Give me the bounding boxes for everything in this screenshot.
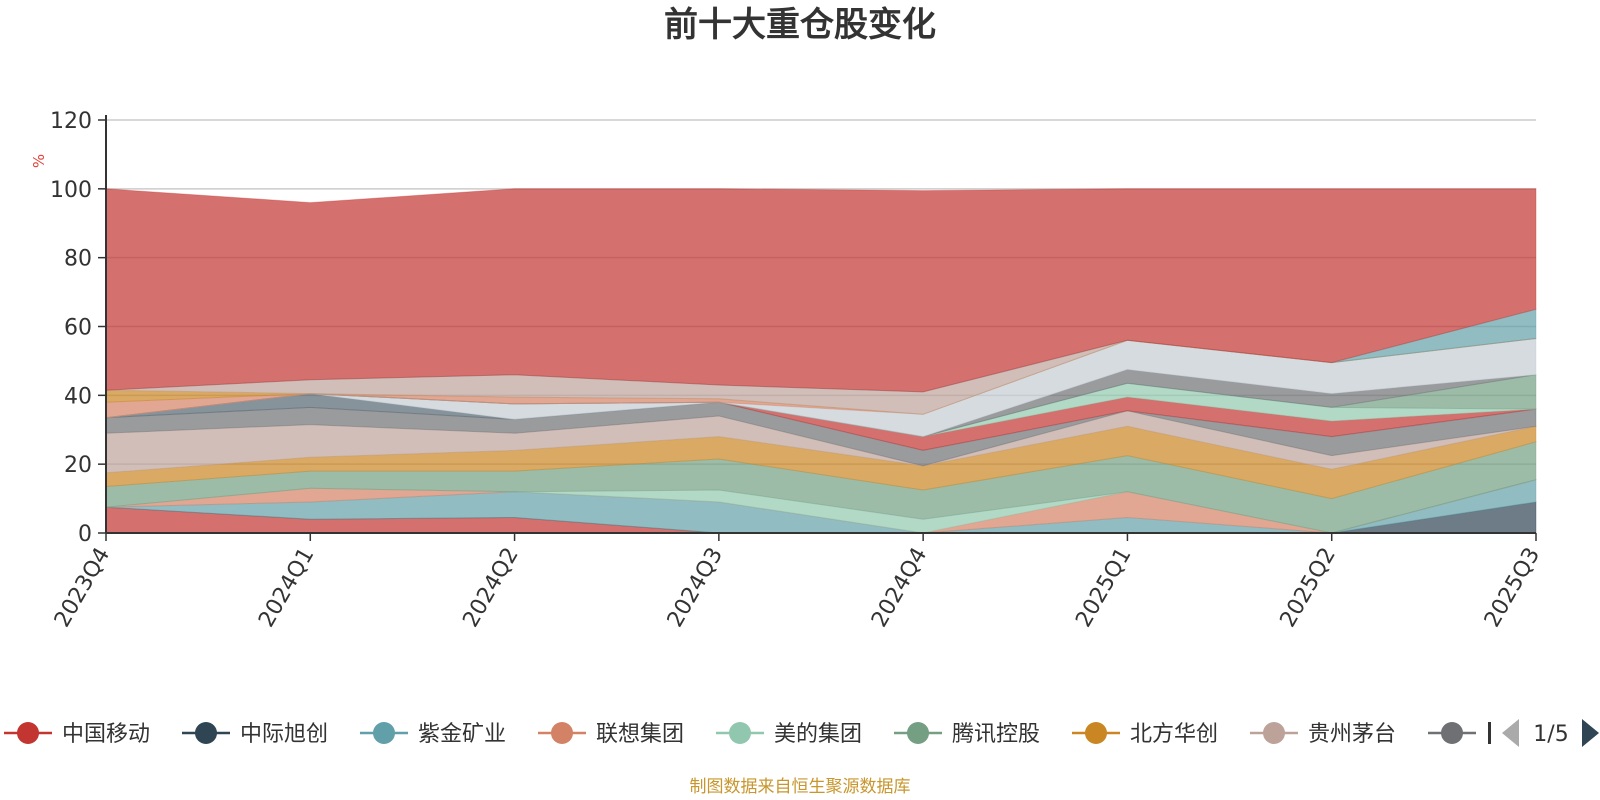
chart-title: 前十大重仓股变化 [664,5,936,45]
legend-item[interactable]: 紫金矿业 [360,722,506,747]
legend-label: 联想集团 [596,722,684,747]
x-tick-label: 2025Q2 [1276,544,1341,632]
legend-label: 美的集团 [774,722,862,747]
legend-label: 贵州茅台 [1308,722,1396,747]
legend-marker-icon [1263,722,1285,744]
y-tick-label: 40 [64,384,92,409]
legend-item[interactable] [1428,722,1491,744]
legend-marker-icon [729,722,751,744]
legend-marker-icon [907,722,929,744]
x-tick-label: 2023Q4 [50,544,115,632]
x-tick-label: 2024Q4 [867,544,932,632]
legend-label: 腾讯控股 [952,722,1040,747]
x-tick-label: 2024Q1 [254,544,319,632]
legend: 中国移动 中际旭创 紫金矿业 联想集团 美的集团 腾讯控股 北方华创 贵州茅台 [4,722,1491,747]
x-tick-label: 2025Q3 [1480,544,1545,632]
legend-pager: 1/5 [1502,719,1599,747]
x-tick-label: 2024Q2 [458,544,523,632]
y-tick-label: 100 [50,178,92,203]
legend-label: 中国移动 [62,722,150,747]
legend-label-truncated [1488,722,1491,744]
legend-prev-page-icon[interactable] [1502,719,1519,747]
legend-marker-icon [373,722,395,744]
legend-item[interactable]: 中际旭创 [182,722,328,747]
legend-marker-icon [551,722,573,744]
y-tick-label: 120 [50,109,92,134]
legend-item[interactable]: 中国移动 [4,722,150,747]
legend-label: 中际旭创 [240,722,328,747]
series-area-20 [105,188,1537,393]
y-axis-unit: % [30,154,48,168]
series-area-6 [105,425,1537,500]
y-tick-label: 0 [78,522,92,547]
x-tick-label: 2024Q3 [663,544,728,632]
legend-item[interactable]: 腾讯控股 [894,722,1040,747]
legend-label: 北方华创 [1130,722,1218,747]
legend-marker-icon [17,722,39,744]
legend-marker-icon [195,722,217,744]
source-note: 制图数据来自恒生聚源数据库 [690,777,911,797]
y-tick-label: 60 [64,316,92,341]
legend-marker-icon [1441,722,1463,744]
y-tick-label: 20 [64,453,92,478]
legend-item[interactable]: 联想集团 [538,722,684,747]
legend-item[interactable]: 北方华创 [1072,722,1218,747]
legend-marker-icon [1085,722,1107,744]
series-areas [105,188,1537,534]
legend-next-page-icon[interactable] [1582,719,1599,747]
y-tick-label: 80 [64,247,92,272]
legend-item[interactable]: 美的集团 [716,722,862,747]
legend-item[interactable]: 贵州茅台 [1250,722,1396,747]
x-tick-label: 2025Q1 [1071,544,1136,632]
legend-page-indicator: 1/5 [1533,722,1568,747]
legend-label: 紫金矿业 [418,722,506,747]
